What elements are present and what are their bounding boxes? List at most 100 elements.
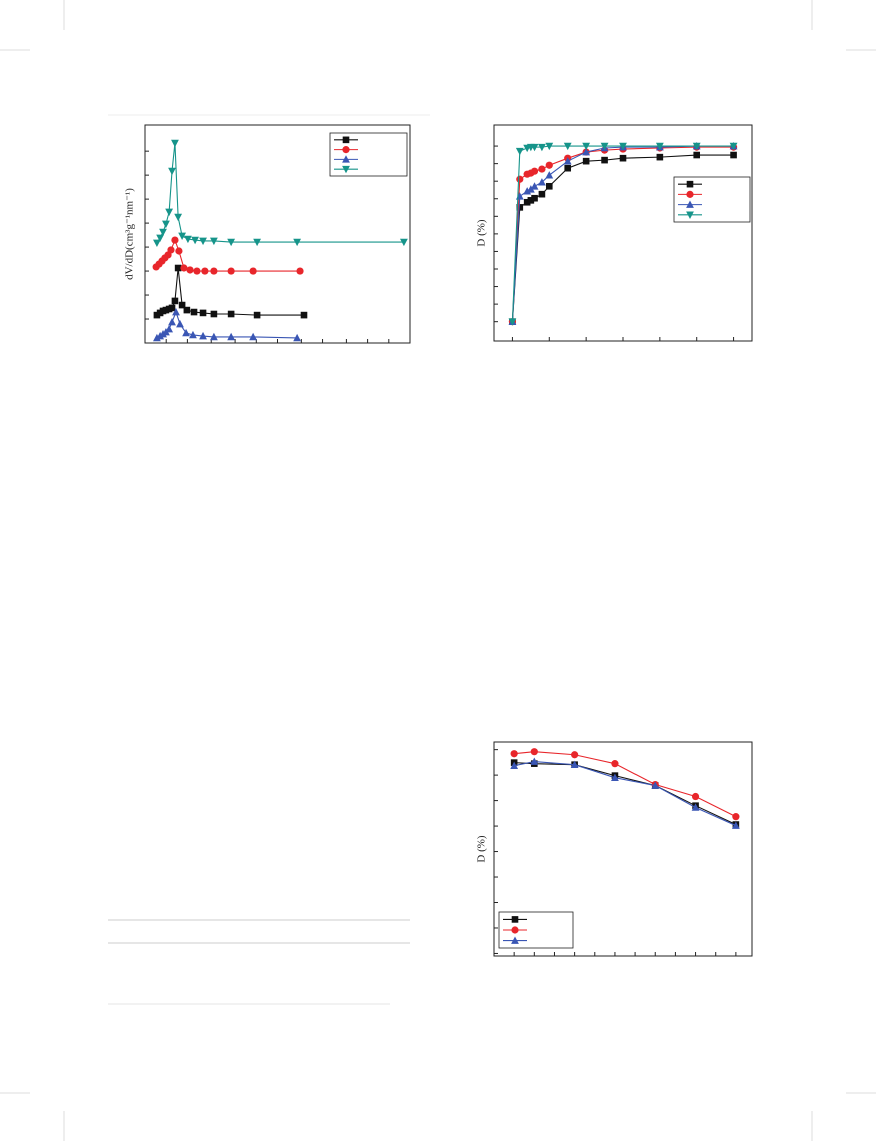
marker (210, 267, 218, 275)
marker (191, 236, 199, 245)
marker (176, 319, 184, 328)
marker (210, 237, 218, 246)
marker (171, 297, 179, 305)
legend-marker (342, 136, 350, 144)
marker (691, 792, 700, 801)
marker (732, 813, 740, 821)
marker (167, 246, 175, 254)
marker (570, 760, 579, 768)
marker (180, 264, 188, 272)
marker (527, 197, 535, 204)
marker (515, 147, 524, 156)
marker (199, 309, 207, 317)
marker (178, 232, 186, 241)
series-line (514, 751, 737, 818)
marker (611, 760, 619, 768)
marker (182, 328, 190, 337)
marker (600, 142, 609, 151)
marker (190, 308, 198, 316)
legend-marker (342, 165, 350, 174)
marker (563, 157, 572, 165)
marker (199, 237, 207, 246)
marker (162, 220, 170, 229)
marker (563, 142, 572, 151)
y-axis-label: D (%) (476, 835, 488, 863)
marker (582, 147, 591, 156)
marker (227, 238, 236, 247)
marker (168, 317, 176, 326)
marker (582, 142, 591, 151)
legend-marker (342, 155, 350, 163)
marker (530, 757, 539, 765)
marker (545, 161, 553, 169)
marker (300, 311, 308, 319)
marker (178, 301, 186, 309)
marker (249, 332, 258, 341)
marker (523, 187, 532, 195)
marker (731, 821, 740, 829)
marker (172, 307, 180, 316)
marker (530, 167, 539, 175)
marker (531, 194, 538, 202)
marker (530, 143, 539, 152)
y-axis-label: D (%) (476, 219, 488, 247)
marker (729, 142, 738, 151)
marker (159, 228, 167, 237)
series-line (511, 145, 734, 322)
marker (651, 781, 660, 789)
marker (165, 324, 174, 333)
marker (168, 304, 176, 312)
marker (530, 182, 539, 190)
marker (516, 175, 524, 183)
plot-frame (493, 741, 753, 957)
marker (545, 142, 554, 151)
marker (510, 750, 518, 758)
marker (619, 154, 627, 162)
marker (210, 310, 218, 318)
marker (730, 151, 737, 159)
marker (174, 213, 183, 222)
series-line (511, 145, 734, 322)
marker (249, 267, 257, 275)
marker (201, 267, 209, 275)
marker (655, 142, 664, 151)
series-line (514, 761, 737, 827)
marker (227, 332, 236, 341)
marker (193, 267, 201, 275)
marker (186, 266, 194, 274)
series-line (514, 762, 737, 826)
marker (545, 171, 554, 179)
marker (171, 236, 179, 244)
marker (538, 165, 546, 173)
marker (692, 142, 701, 151)
marker (619, 142, 627, 151)
legend-marker (686, 180, 694, 188)
legend-marker (686, 211, 694, 219)
marker (601, 156, 608, 164)
marker (530, 748, 538, 756)
marker (538, 178, 546, 186)
marker (227, 267, 235, 275)
legend-marker (342, 146, 350, 154)
legend-marker (686, 200, 694, 208)
marker (571, 751, 579, 759)
marker (165, 208, 174, 217)
marker (564, 164, 572, 172)
marker (168, 167, 176, 176)
marker (508, 318, 517, 326)
marker (175, 247, 183, 255)
legend-marker (511, 926, 519, 934)
marker (538, 143, 546, 152)
marker (400, 238, 408, 247)
marker (156, 234, 165, 243)
marker (523, 198, 531, 206)
marker (227, 310, 235, 318)
marker (183, 306, 191, 314)
marker (510, 761, 519, 769)
marker (656, 153, 664, 161)
marker (691, 803, 700, 811)
marker (153, 333, 161, 342)
marker (582, 157, 590, 165)
